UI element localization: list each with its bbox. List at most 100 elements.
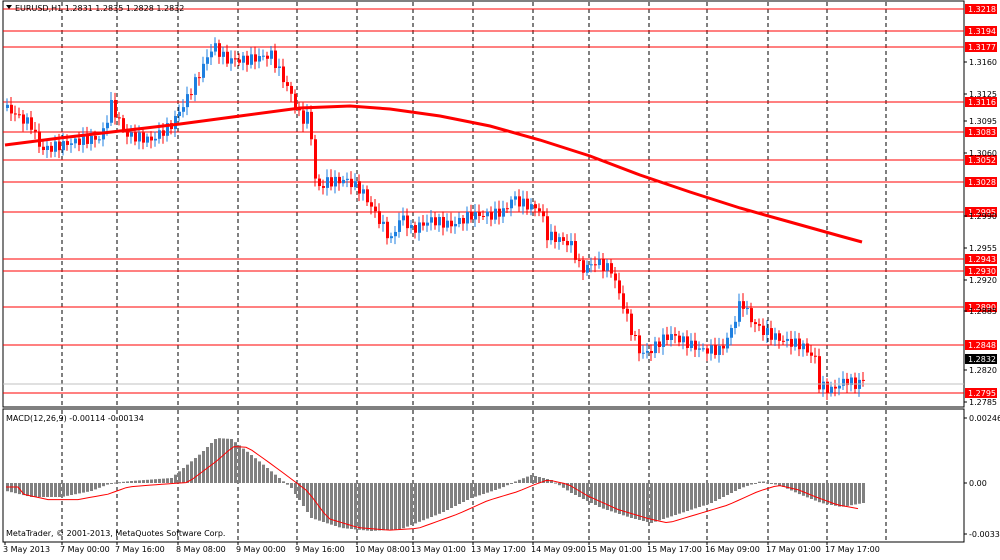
histogram-bar (290, 483, 293, 488)
price-label: 1.2955 (969, 244, 997, 253)
dropdown-arrow-icon[interactable] (6, 5, 12, 9)
candle-body (494, 208, 497, 220)
candle-body (254, 54, 257, 62)
candle-body (474, 211, 477, 220)
candle-body (542, 211, 545, 217)
histogram-bar (630, 483, 633, 518)
candle-body (354, 181, 357, 188)
histogram-bar (758, 481, 761, 483)
time-label: 9 May 16:00 (295, 545, 345, 554)
histogram-bar (598, 483, 601, 507)
histogram-bar (334, 483, 337, 526)
histogram-bar (238, 445, 241, 483)
candle-body (266, 55, 269, 59)
level-tag: 1.3194 (965, 26, 997, 36)
candle-body (26, 117, 29, 124)
histogram-bar (346, 483, 349, 529)
candle-body (618, 280, 621, 294)
candle-body (382, 221, 385, 224)
time-label: 13 May 01:00 (411, 545, 466, 554)
candle-body (426, 222, 429, 226)
histogram-bar (230, 439, 233, 483)
candle-body (346, 178, 349, 180)
histogram-bar (218, 438, 221, 483)
price-label: 1.2990 (969, 212, 997, 221)
histogram-bar (262, 464, 265, 483)
histogram-bar (114, 482, 117, 484)
histogram-bar (278, 478, 281, 483)
candle-body (838, 385, 841, 389)
histogram-bar (470, 483, 473, 498)
histogram-bar (646, 483, 649, 522)
candle-body (486, 211, 489, 217)
candle-body (674, 334, 677, 336)
candle-body (18, 114, 21, 116)
price-label: 1.3125 (969, 90, 997, 99)
level-tag: 1.2943 (965, 254, 997, 264)
histogram-bar (74, 483, 77, 495)
candle-body (278, 66, 281, 68)
histogram-bar (294, 483, 297, 494)
candle-body (290, 85, 293, 94)
candle-body (766, 328, 769, 336)
candle-body (310, 111, 313, 140)
histogram-bar (178, 471, 181, 483)
histogram-bar (694, 483, 697, 509)
histogram-bar (682, 483, 685, 513)
level-tag: 1.3052 (965, 155, 997, 165)
candle-body (238, 59, 241, 63)
histogram-bar (806, 483, 809, 498)
candle-body (282, 66, 285, 83)
candle-body (518, 196, 521, 207)
candle-body (418, 222, 421, 233)
histogram-bar (442, 483, 445, 512)
histogram-bar (610, 483, 613, 512)
candle-body (606, 263, 609, 271)
candle-body (650, 350, 653, 354)
candle-body (506, 208, 509, 210)
histogram-bar (794, 483, 797, 493)
price-label: 1.2785 (969, 398, 997, 407)
histogram-bar (634, 483, 637, 519)
candle-body (318, 178, 321, 187)
histogram-bar (14, 483, 17, 494)
candle-body (750, 308, 753, 323)
histogram-bar (42, 483, 45, 497)
candle-body (54, 141, 57, 152)
histogram-bar (122, 481, 125, 483)
time-label: 15 May 17:00 (647, 545, 702, 554)
candle-body (442, 217, 445, 228)
histogram-bar (534, 476, 537, 483)
candle-body (410, 225, 413, 229)
candle-body (538, 208, 541, 212)
candle-body (210, 51, 213, 58)
candle-body (338, 176, 341, 184)
candle-body (682, 336, 685, 343)
horizontal-levels[interactable] (3, 8, 964, 394)
candle-body (242, 55, 245, 63)
level-tag-label: 1.3052 (968, 156, 996, 165)
histogram-bar (586, 483, 589, 501)
histogram-bar (818, 483, 821, 503)
candle-body (534, 204, 537, 209)
histogram-bar (106, 483, 109, 485)
histogram-bar (378, 483, 381, 531)
candle-body (406, 215, 409, 229)
histogram-bar (338, 483, 341, 528)
candle-body (82, 134, 85, 145)
histogram-bar (718, 483, 721, 499)
histogram-bar (494, 483, 497, 490)
candle-body (634, 334, 637, 336)
time-label: 7 May 16:00 (115, 545, 165, 554)
candle-body (450, 220, 453, 227)
candle-body (6, 104, 9, 108)
histogram-bar (626, 483, 629, 517)
candle-body (638, 335, 641, 354)
histogram-bar (678, 483, 681, 514)
time-label: 8 May 08:00 (176, 545, 226, 554)
histogram-bar (150, 479, 153, 483)
candle-body (586, 264, 589, 273)
histogram-bar (274, 474, 277, 483)
